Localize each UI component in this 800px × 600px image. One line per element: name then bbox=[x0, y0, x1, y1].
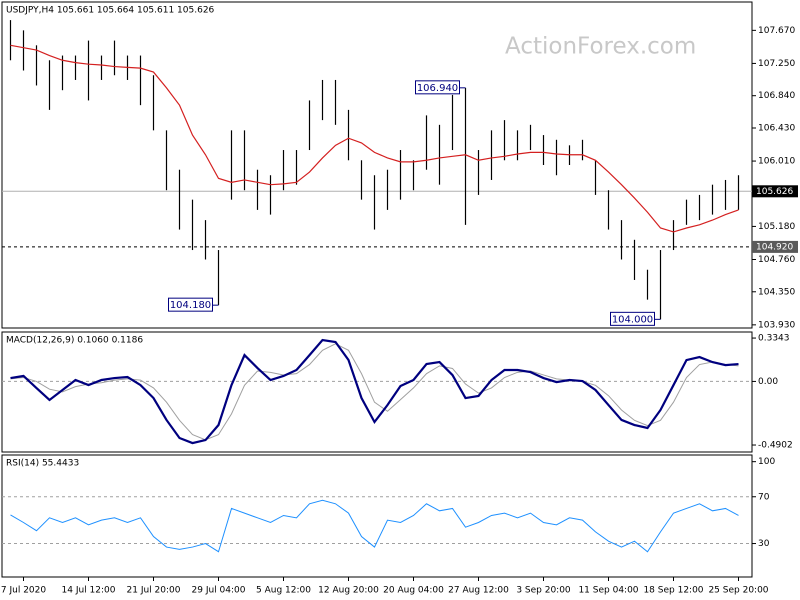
watermark: ActionForex.com bbox=[505, 34, 696, 60]
x-tick-label: 11 Sep 04:00 bbox=[578, 586, 638, 596]
y-tick-label: 0.3343 bbox=[758, 334, 790, 344]
macd-panel bbox=[1, 331, 753, 453]
x-tick-label: 29 Jul 04:00 bbox=[192, 586, 246, 596]
annotation-label: 104.180 bbox=[170, 300, 211, 311]
y-tick-label: 30 bbox=[758, 539, 770, 549]
y-tick-label: 100 bbox=[758, 457, 775, 467]
annotation-box bbox=[415, 80, 460, 95]
y-tick-label: 107.250 bbox=[758, 59, 795, 69]
annotation-label: 106.940 bbox=[417, 83, 458, 94]
y-tick-label: 106.010 bbox=[758, 157, 795, 167]
price-title: USDJPY,H4 105.661 105.664 105.611 105.62… bbox=[6, 6, 215, 16]
level-label: 104.920 bbox=[756, 242, 793, 252]
rsi-line bbox=[10, 499, 739, 553]
y-tick-label: 105.180 bbox=[758, 222, 795, 232]
moving-average bbox=[10, 44, 739, 233]
rsi-panel bbox=[1, 454, 753, 578]
x-tick-label: 25 Sep 20:00 bbox=[708, 586, 768, 596]
macd-title: MACD(12,26,9) 0.1060 0.1186 bbox=[6, 336, 143, 346]
y-tick-label: 107.670 bbox=[758, 26, 795, 36]
y-tick-label: 0.00 bbox=[758, 377, 778, 387]
annotation-label: 104.000 bbox=[612, 314, 653, 325]
last-price-box bbox=[752, 185, 798, 198]
x-tick-label: 5 Aug 12:00 bbox=[256, 586, 311, 596]
rsi-title: RSI(14) 55.4433 bbox=[6, 459, 79, 469]
annotation-box bbox=[168, 297, 213, 312]
x-tick-label: 18 Sep 12:00 bbox=[643, 586, 703, 596]
y-tick-label: 106.430 bbox=[758, 123, 795, 133]
last-price-label: 105.626 bbox=[756, 187, 793, 197]
x-tick-label: 14 Jul 12:00 bbox=[62, 586, 116, 596]
y-tick-label: 103.930 bbox=[758, 320, 795, 330]
x-tick-label: 12 Aug 20:00 bbox=[318, 586, 379, 596]
y-tick-label: 104.350 bbox=[758, 287, 795, 297]
x-tick-label: 7 Jul 2020 bbox=[1, 586, 46, 596]
price-panel bbox=[1, 1, 753, 329]
level-box bbox=[752, 240, 798, 253]
y-tick-label: 104.760 bbox=[758, 255, 795, 265]
x-tick-label: 27 Aug 12:00 bbox=[448, 586, 509, 596]
x-tick-label: 3 Sep 20:00 bbox=[516, 586, 571, 596]
y-tick-label: -0.4902 bbox=[758, 441, 793, 451]
macd-main bbox=[10, 338, 739, 445]
x-tick-label: 21 Jul 20:00 bbox=[127, 586, 181, 596]
annotation-box bbox=[610, 311, 655, 326]
y-tick-label: 70 bbox=[758, 492, 770, 502]
x-tick-label: 20 Aug 04:00 bbox=[383, 586, 444, 596]
y-tick-label: 106.840 bbox=[758, 91, 795, 101]
